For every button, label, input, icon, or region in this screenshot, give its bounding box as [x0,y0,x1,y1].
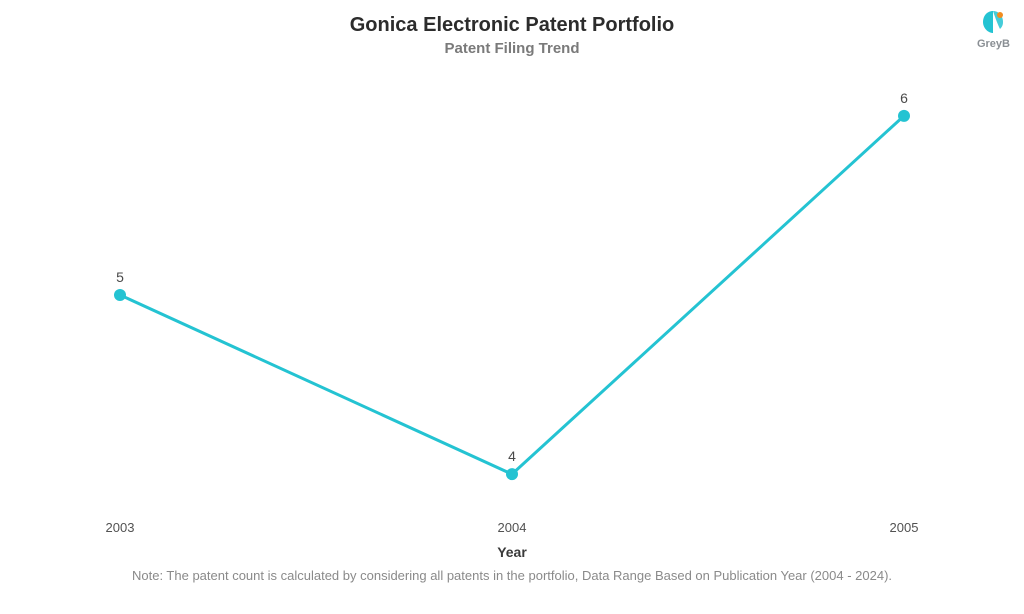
logo-text: GreyB [977,38,1010,50]
logo-icon [979,8,1007,36]
chart-title: Gonica Electronic Patent Portfolio [0,14,1024,37]
brand-logo: GreyB [977,8,1010,50]
x-tick-label: 2003 [106,520,135,535]
x-tick-label: 2005 [890,520,919,535]
footer-note: Note: The patent count is calculated by … [0,568,1024,583]
x-axis-label: Year [0,544,1024,560]
line-chart-svg [80,80,944,510]
data-label: 4 [508,448,516,464]
chart-subtitle: Patent Filing Trend [0,40,1024,57]
data-label: 5 [116,269,124,285]
chart-plot-area [80,80,944,510]
data-label: 6 [900,90,908,106]
x-tick-label: 2004 [498,520,527,535]
